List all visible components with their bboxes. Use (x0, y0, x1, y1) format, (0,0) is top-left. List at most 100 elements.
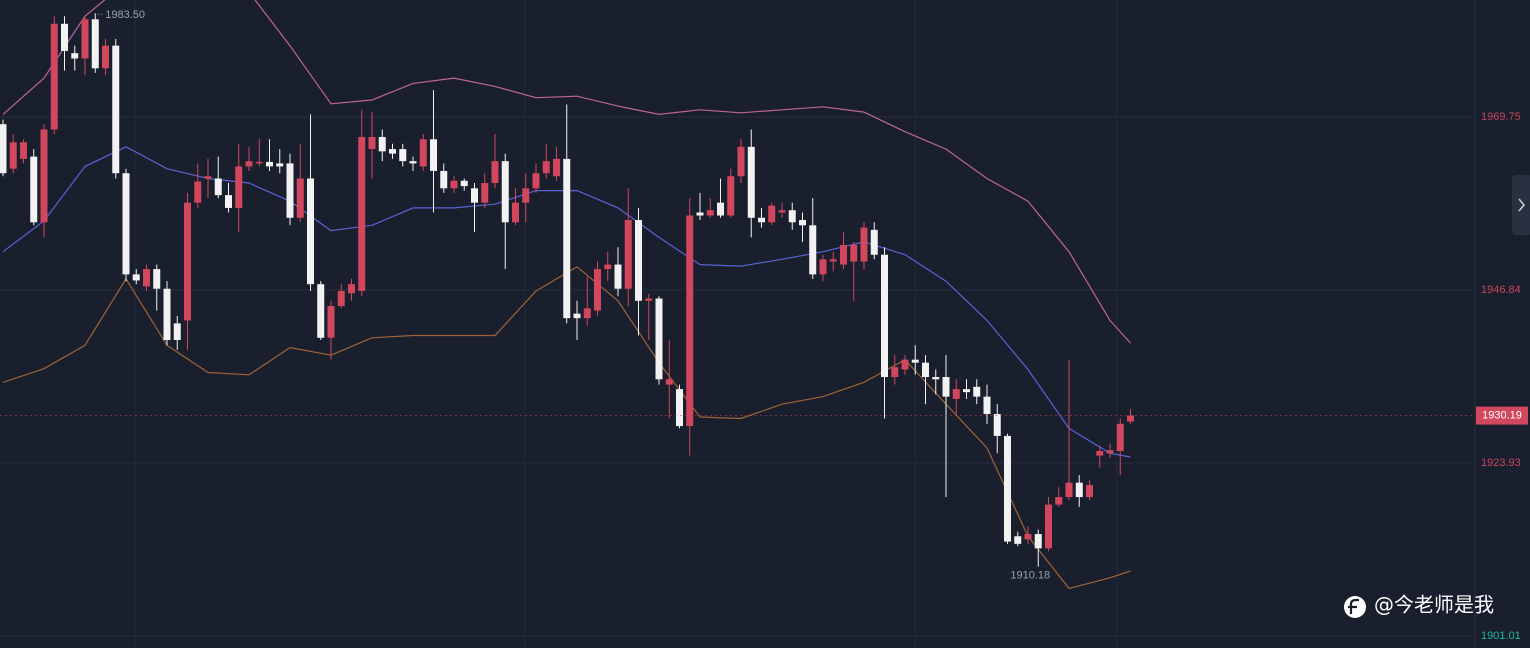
last-price-label: 1930.19 (1482, 410, 1522, 422)
candle-body (235, 166, 243, 208)
collapse-tab[interactable] (1512, 175, 1530, 235)
candle-body (932, 377, 940, 380)
candle-body (460, 180, 468, 187)
candle-body (1116, 423, 1124, 451)
candle-body (655, 298, 663, 380)
candle-body (471, 188, 478, 203)
candle-body (747, 146, 755, 218)
candle-body (1024, 534, 1032, 540)
candle-body (204, 176, 212, 179)
band-line (2, 266, 1131, 590)
candle-body (983, 396, 991, 415)
candle-body (0, 124, 7, 174)
y-tick-label: 1969.75 (1481, 111, 1521, 123)
candle-body (255, 161, 263, 164)
candle-body (963, 389, 970, 393)
candle-body (799, 220, 806, 226)
candle-body (378, 136, 386, 152)
candles (0, 13, 1134, 567)
candle-body (491, 161, 499, 184)
candle-body (768, 205, 776, 223)
candle-body (122, 173, 130, 275)
candle-body (348, 284, 355, 294)
candle-body (399, 149, 407, 162)
candle-body (1075, 482, 1083, 498)
candle-body (563, 158, 571, 319)
candle-body (942, 377, 950, 397)
watermark: @今老师是我 (1344, 593, 1494, 618)
candle-body (50, 23, 58, 130)
candle-body (624, 220, 632, 289)
candle-body (1014, 536, 1022, 544)
candle-body (153, 269, 161, 289)
candle-body (1127, 415, 1134, 422)
candle-body (112, 45, 120, 174)
candle-body (389, 149, 396, 154)
candle-body (71, 53, 79, 59)
candle-body (30, 156, 38, 223)
chevron-icon[interactable] (1518, 198, 1526, 212)
candle-body (327, 306, 335, 338)
candle-body (173, 323, 181, 341)
candle-body (501, 161, 509, 223)
candle-body (860, 227, 868, 262)
candle-body (102, 45, 109, 69)
candle-body (788, 210, 796, 223)
candle-body (307, 178, 314, 285)
overlay: 1983.50 1910.18 1930.19 (0, 9, 1528, 582)
candle-body (450, 180, 458, 189)
candle-body (727, 176, 735, 216)
candle-body (522, 188, 530, 203)
watermark-icon-glyph (1348, 598, 1359, 614)
band-line (2, 146, 1131, 458)
candle-body (266, 161, 273, 167)
candle-body (952, 389, 960, 399)
candle-body (1106, 450, 1114, 454)
candle-body (91, 19, 99, 69)
candle-body (614, 264, 622, 289)
candle-body (706, 210, 714, 216)
candle-body (973, 386, 981, 397)
candle-body (317, 284, 325, 338)
candle-body (225, 195, 232, 208)
candle-body (512, 202, 519, 223)
candle-body (419, 139, 427, 167)
candle-body (194, 181, 202, 203)
candle-body (645, 298, 653, 301)
candle-body (717, 202, 724, 216)
collapse-tab-bg[interactable] (1512, 175, 1530, 235)
y-tick-label: 1901.01 (1481, 630, 1521, 642)
candle-body (901, 359, 909, 370)
candle-body (1096, 450, 1104, 456)
min-label: 1910.18 (1010, 570, 1050, 582)
last-price-tag (1476, 406, 1528, 425)
candle-body (1086, 484, 1093, 498)
candle-body (132, 274, 140, 281)
candle-body (583, 308, 591, 319)
candle-body (81, 19, 89, 59)
candle-body (276, 163, 284, 167)
candle-body (245, 161, 253, 167)
candle-body (850, 244, 858, 262)
watermark-text: @今老师是我 (1374, 593, 1494, 617)
candle-body (286, 163, 294, 218)
candle-body (337, 290, 345, 307)
candle-body (573, 313, 581, 319)
bollinger-bands (2, 0, 1131, 590)
candle-body (430, 139, 437, 171)
candle-body (594, 269, 601, 311)
candle-body (440, 170, 448, 189)
candle-body (1045, 504, 1052, 549)
y-tick-label: 1946.84 (1481, 284, 1521, 296)
candle-body (686, 215, 694, 427)
candle-body (481, 183, 489, 203)
candle-body (891, 367, 899, 378)
y-tick-label: 1923.93 (1481, 457, 1521, 469)
candle-body (809, 225, 817, 275)
candle-body (922, 362, 929, 378)
candle-body (604, 264, 612, 270)
candle-body (61, 23, 68, 51)
candle-body (676, 389, 683, 427)
candle-body (214, 178, 222, 196)
